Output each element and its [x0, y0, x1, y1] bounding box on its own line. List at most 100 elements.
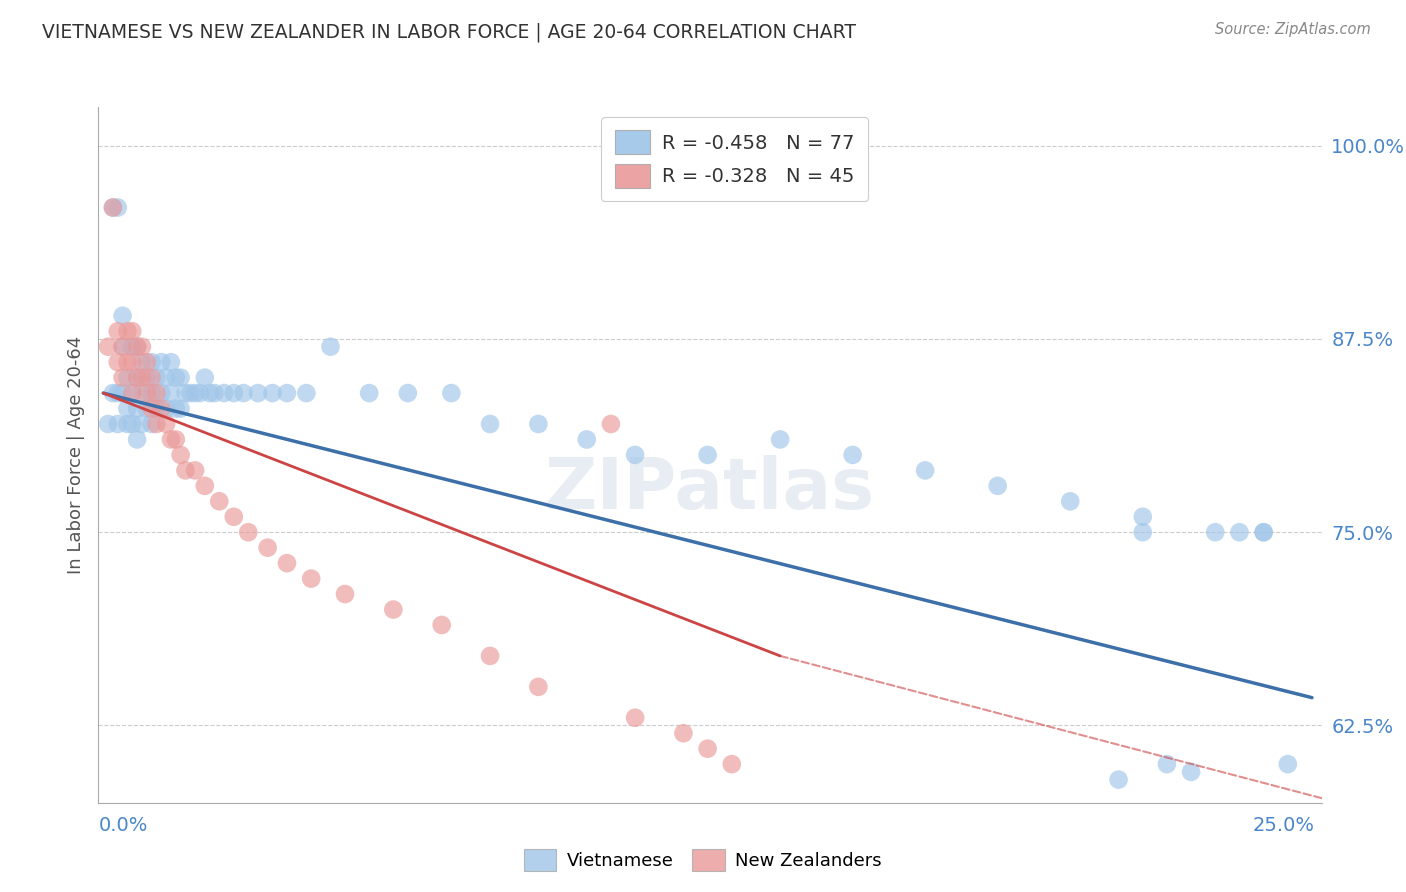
Point: [194, 479, 217, 493]
Point: [914, 463, 936, 477]
Point: [624, 448, 647, 462]
Point: [135, 401, 157, 416]
Point: [117, 401, 139, 416]
Point: [117, 355, 139, 369]
Point: [359, 386, 381, 401]
Point: [1156, 757, 1178, 772]
Point: [131, 386, 153, 401]
Point: [111, 309, 134, 323]
Point: [1277, 757, 1299, 772]
Point: [246, 386, 269, 401]
Point: [169, 448, 191, 462]
Point: [169, 401, 191, 416]
Point: [1108, 772, 1130, 787]
Point: [127, 401, 149, 416]
Point: [479, 417, 502, 431]
Point: [987, 479, 1010, 493]
Point: [117, 324, 139, 338]
Point: [131, 340, 153, 354]
Point: [1229, 525, 1251, 540]
Point: [479, 648, 502, 663]
Text: ZIPatlas: ZIPatlas: [546, 455, 875, 524]
Point: [208, 494, 231, 508]
Point: [165, 370, 187, 384]
Point: [575, 433, 598, 447]
Point: [720, 757, 742, 772]
Point: [1132, 525, 1154, 540]
Point: [1132, 509, 1154, 524]
Text: VIETNAMESE VS NEW ZEALANDER IN LABOR FORCE | AGE 20-64 CORRELATION CHART: VIETNAMESE VS NEW ZEALANDER IN LABOR FOR…: [42, 22, 856, 42]
Point: [121, 324, 143, 338]
Point: [150, 386, 173, 401]
Point: [117, 370, 139, 384]
Point: [165, 433, 187, 447]
Point: [430, 618, 453, 632]
Point: [174, 386, 197, 401]
Point: [238, 525, 260, 540]
Point: [150, 355, 173, 369]
Point: [107, 417, 129, 431]
Point: [131, 370, 153, 384]
Point: [111, 340, 134, 354]
Point: [769, 433, 792, 447]
Point: [222, 386, 245, 401]
Point: [160, 433, 183, 447]
Point: [145, 386, 167, 401]
Y-axis label: In Labor Force | Age 20-64: In Labor Force | Age 20-64: [66, 335, 84, 574]
Point: [97, 417, 120, 431]
Point: [299, 572, 322, 586]
Text: 0.0%: 0.0%: [98, 816, 148, 835]
Point: [204, 386, 226, 401]
Point: [198, 386, 221, 401]
Point: [527, 417, 550, 431]
Point: [117, 417, 139, 431]
Point: [319, 340, 342, 354]
Point: [600, 417, 623, 431]
Point: [145, 370, 167, 384]
Point: [135, 386, 157, 401]
Point: [155, 401, 177, 416]
Point: [179, 386, 201, 401]
Point: [101, 201, 124, 215]
Point: [841, 448, 863, 462]
Point: [127, 370, 149, 384]
Point: [135, 370, 157, 384]
Point: [127, 340, 149, 354]
Point: [101, 386, 124, 401]
Point: [127, 433, 149, 447]
Point: [160, 355, 183, 369]
Point: [672, 726, 695, 740]
Point: [111, 340, 134, 354]
Point: [101, 201, 124, 215]
Text: 25.0%: 25.0%: [1253, 816, 1315, 835]
Point: [107, 201, 129, 215]
Point: [121, 386, 143, 401]
Point: [256, 541, 278, 555]
Point: [262, 386, 284, 401]
Point: [333, 587, 356, 601]
Point: [121, 340, 143, 354]
Point: [121, 355, 143, 369]
Point: [212, 386, 235, 401]
Point: [127, 340, 149, 354]
Point: [1180, 764, 1202, 779]
Point: [222, 509, 245, 524]
Point: [160, 386, 183, 401]
Point: [141, 386, 163, 401]
Point: [127, 370, 149, 384]
Point: [121, 386, 143, 401]
Point: [145, 401, 167, 416]
Point: [184, 386, 207, 401]
Point: [97, 340, 120, 354]
Point: [141, 355, 163, 369]
Point: [135, 355, 157, 369]
Point: [107, 355, 129, 369]
Point: [232, 386, 254, 401]
Point: [1253, 525, 1275, 540]
Point: [276, 556, 298, 570]
Point: [141, 401, 163, 416]
Point: [1253, 525, 1275, 540]
Point: [150, 401, 173, 416]
Point: [527, 680, 550, 694]
Point: [155, 417, 177, 431]
